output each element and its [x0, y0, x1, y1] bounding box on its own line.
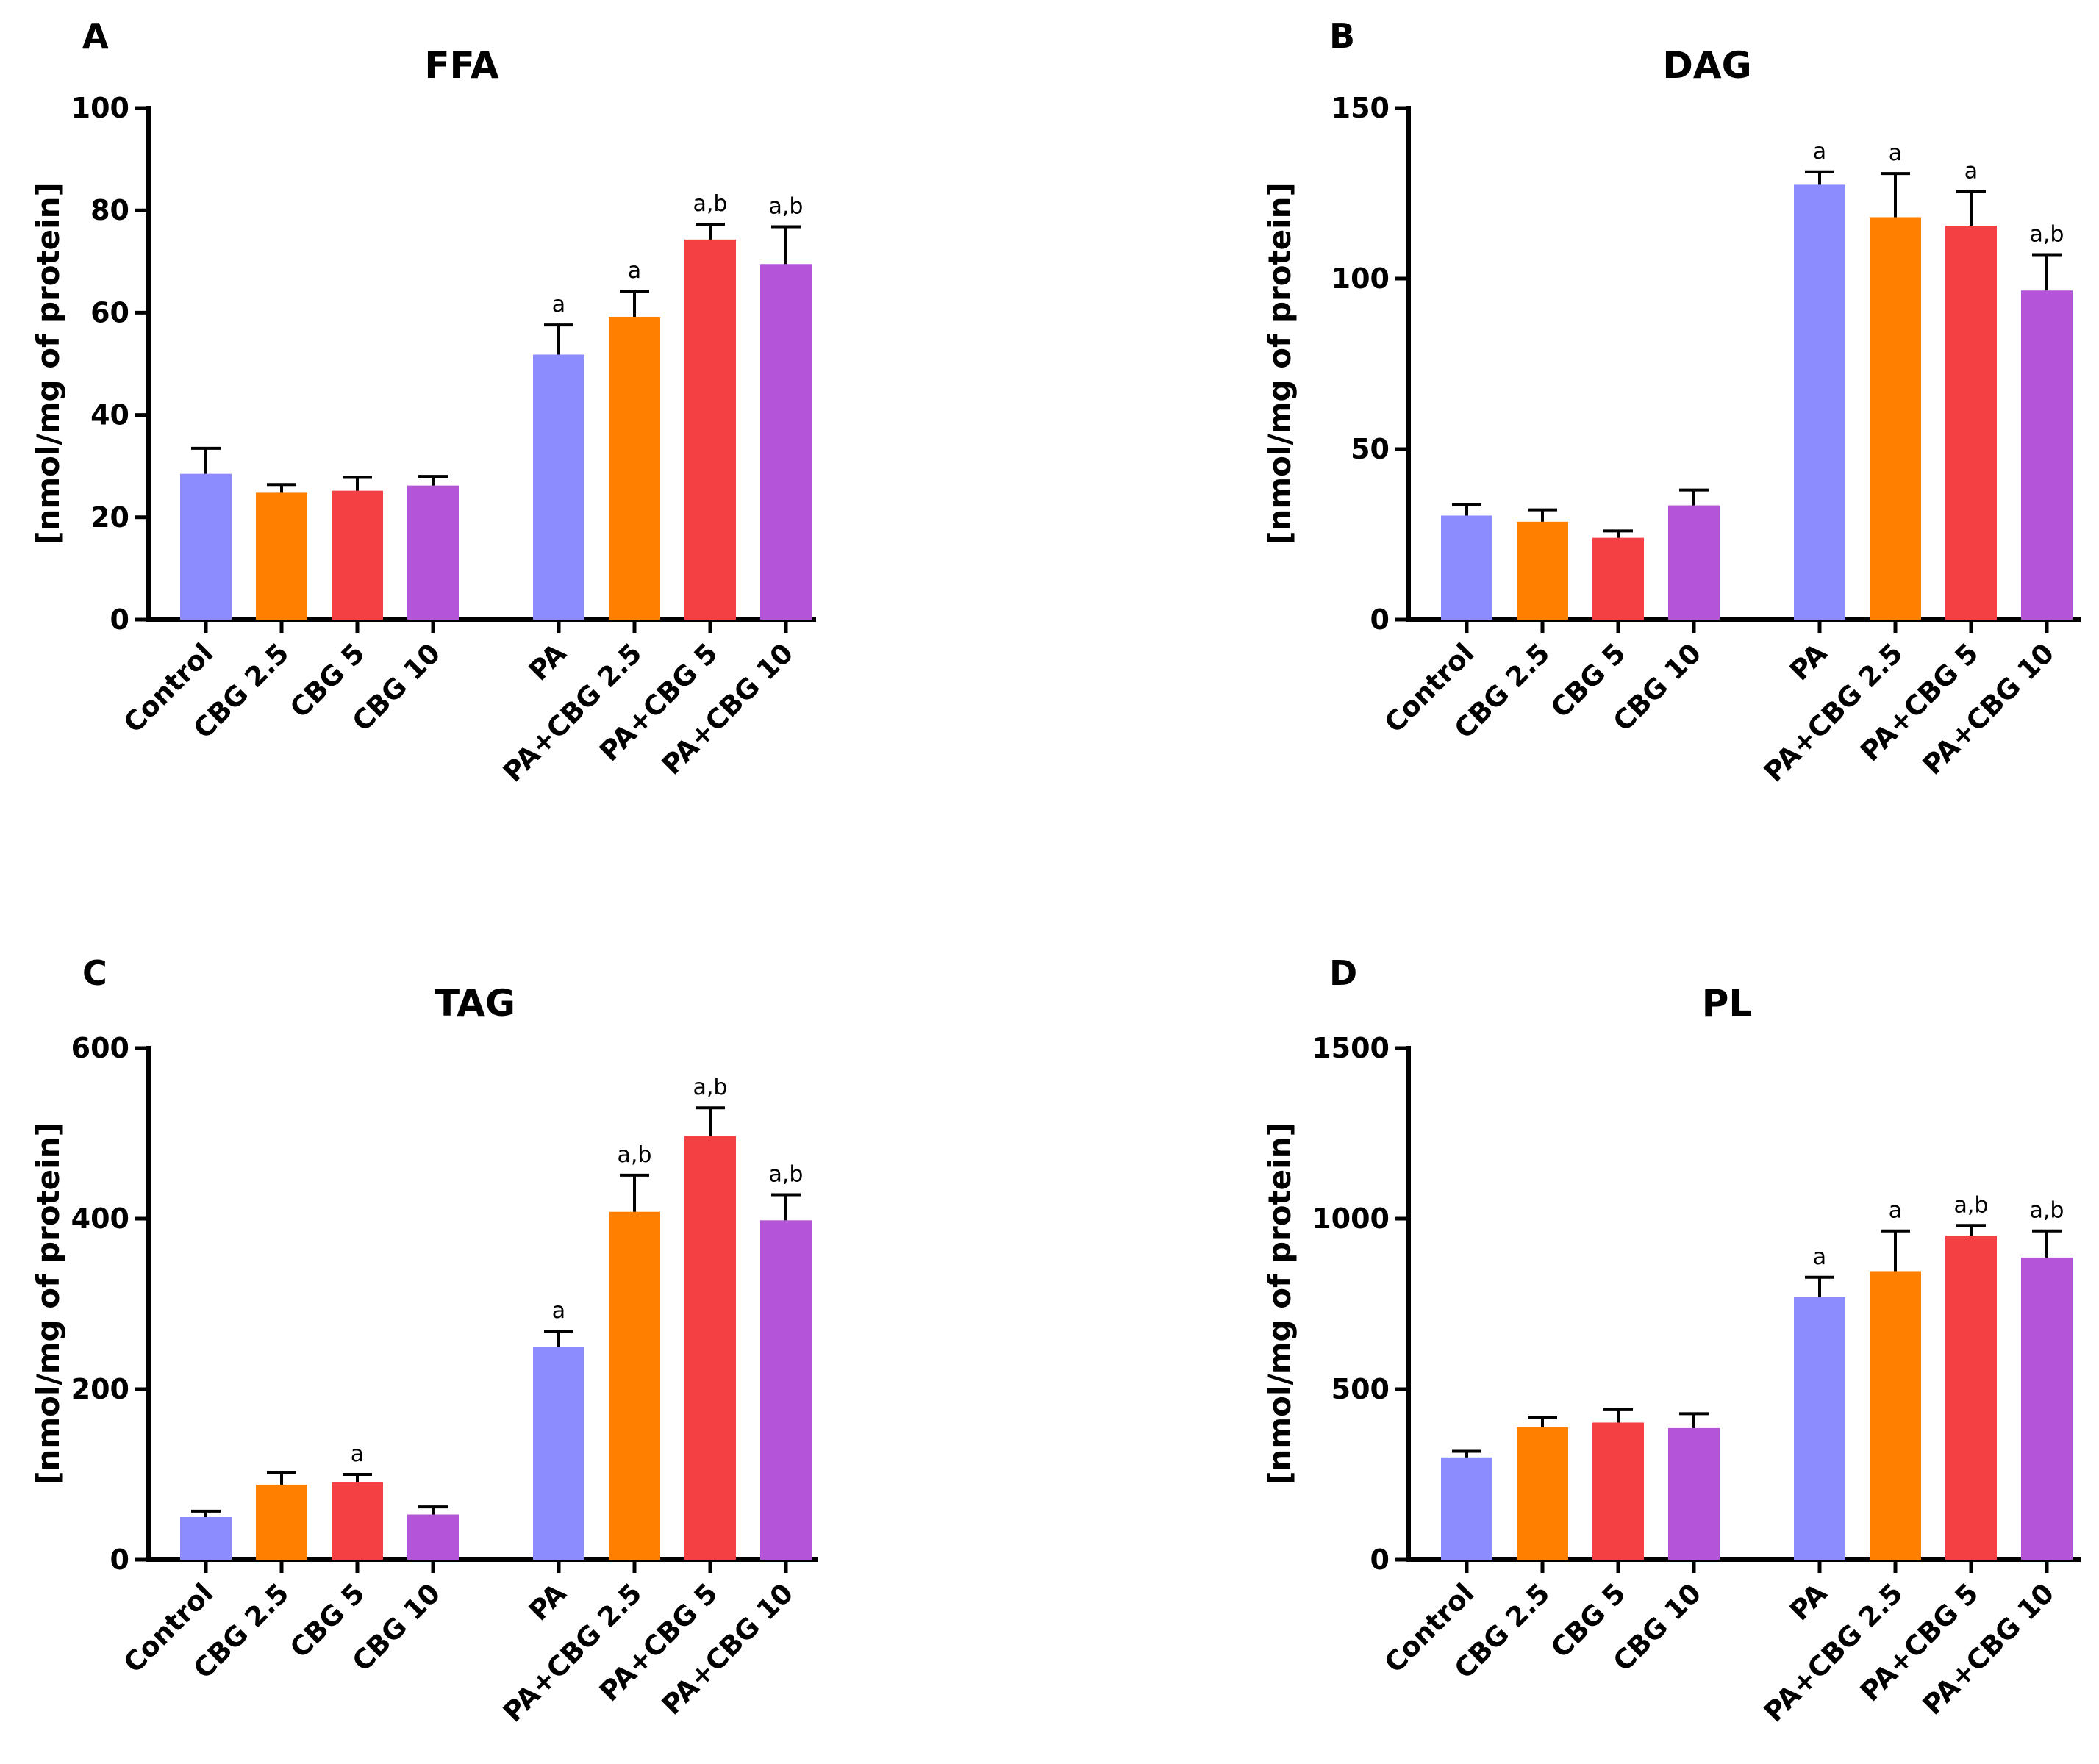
significance-label: a,b — [693, 1075, 728, 1100]
bar-cbg-2-5 — [1517, 521, 1568, 620]
chart-title: FFA — [424, 44, 499, 87]
y-axis-label: [nmol/mg of protein] — [30, 182, 66, 545]
bar-cbg-2-5 — [256, 1484, 307, 1560]
significance-label: a,b — [618, 1142, 652, 1168]
significance-label: a — [552, 292, 565, 318]
bar-pa-cbg-10 — [760, 264, 812, 620]
bar-pa-cbg-5 — [1945, 226, 1997, 620]
bar-pa-cbg-10 — [760, 1220, 812, 1560]
bar-cbg-10 — [1668, 1427, 1720, 1560]
y-tick-label: 500 — [1331, 1373, 1390, 1405]
significance-label: a — [628, 258, 641, 284]
bar-cbg-5 — [1592, 1422, 1644, 1560]
chart-title: DAG — [1662, 44, 1751, 87]
y-tick-label: 400 — [71, 1202, 129, 1235]
chart-title: PL — [1702, 982, 1753, 1025]
y-tick-label: 150 — [1331, 92, 1390, 124]
y-tick-label: 1000 — [1312, 1202, 1390, 1235]
bar-control — [180, 1517, 232, 1560]
panel-letter: A — [82, 16, 109, 56]
significance-label: a — [351, 1441, 364, 1467]
significance-label: a,b — [1954, 1192, 1989, 1218]
y-tick-label: 0 — [1370, 603, 1390, 636]
y-tick-label: 0 — [1370, 1544, 1390, 1576]
y-tick-label: 50 — [1351, 433, 1390, 465]
y-axis-label: [nmol/mg of protein] — [1262, 182, 1298, 545]
significance-label: a — [1889, 140, 1902, 166]
chart-title: TAG — [435, 982, 515, 1025]
bar-pa — [1794, 184, 1845, 620]
bar-cbg-5 — [332, 1482, 383, 1560]
y-tick-label: 40 — [90, 399, 129, 431]
significance-label: a,b — [2030, 222, 2064, 248]
y-tick-label: 80 — [90, 194, 129, 226]
y-tick-label: 0 — [110, 603, 129, 636]
y-axis-label: [nmol/mg of protein] — [30, 1122, 66, 1485]
y-tick-label: 600 — [71, 1032, 129, 1064]
bar-cbg-5 — [1592, 537, 1644, 620]
y-tick-label: 100 — [71, 92, 129, 124]
bar-control — [1441, 515, 1492, 620]
y-axis-label: [nmol/mg of protein] — [1262, 1122, 1298, 1485]
y-tick-label: 200 — [71, 1373, 129, 1405]
bar-pa-cbg-2-5 — [609, 316, 660, 620]
bar-pa-cbg-5 — [1945, 1236, 1997, 1560]
significance-label: a — [1889, 1198, 1902, 1224]
panel-letter: C — [82, 953, 107, 993]
bar-pa-cbg-10 — [2021, 290, 2073, 620]
bar-pa-cbg-2-5 — [1870, 217, 1921, 620]
bar-pa-cbg-10 — [2021, 1257, 2073, 1560]
bar-control — [1441, 1457, 1492, 1560]
significance-label: a — [552, 1298, 565, 1324]
bar-pa — [533, 1347, 584, 1560]
bar-cbg-2-5 — [1517, 1427, 1568, 1560]
bar-cbg-5 — [332, 490, 383, 620]
significance-label: a — [1813, 1244, 1826, 1270]
bar-pa — [1794, 1297, 1845, 1560]
bar-pa — [533, 354, 584, 620]
bar-pa-cbg-5 — [684, 239, 736, 620]
bar-cbg-2-5 — [256, 492, 307, 620]
y-tick-label: 0 — [110, 1544, 129, 1576]
significance-label: a,b — [2030, 1198, 2064, 1224]
y-tick-label: 60 — [90, 296, 129, 329]
panel-letter: B — [1329, 16, 1355, 56]
y-tick-label: 1500 — [1312, 1032, 1390, 1064]
y-tick-label: 100 — [1331, 262, 1390, 295]
significance-label: a,b — [769, 193, 804, 219]
significance-label: a — [1964, 159, 1978, 184]
bar-pa-cbg-2-5 — [1870, 1271, 1921, 1560]
panel-letter: D — [1329, 953, 1357, 993]
bar-cbg-10 — [407, 1514, 459, 1560]
bar-pa-cbg-2-5 — [609, 1211, 660, 1560]
y-tick-label: 20 — [90, 501, 129, 534]
bar-pa-cbg-5 — [684, 1136, 736, 1560]
bar-control — [180, 473, 232, 620]
significance-label: a — [1813, 139, 1826, 165]
bar-cbg-10 — [1668, 505, 1720, 620]
bar-cbg-10 — [407, 485, 459, 620]
significance-label: a,b — [769, 1162, 804, 1188]
significance-label: a,b — [693, 191, 728, 217]
